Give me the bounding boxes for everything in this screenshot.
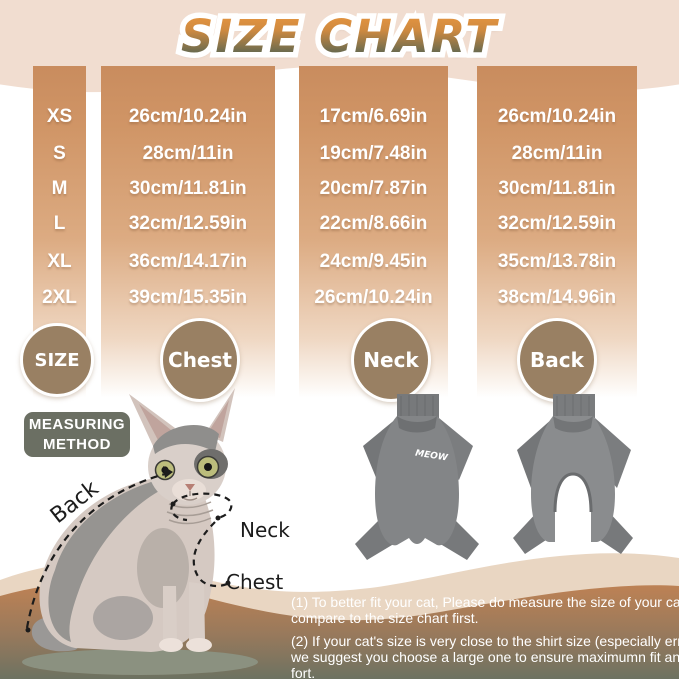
note1-line2: compare to the size chart first.	[291, 610, 479, 626]
page-title-text: SIZE CHART	[0, 10, 679, 63]
neck-value: 26cm/10.24in	[314, 287, 433, 308]
badge-line-2: METHOD	[43, 435, 111, 453]
size-label: XL	[47, 251, 72, 272]
size-label: XS	[46, 106, 73, 127]
size-label: M	[51, 178, 68, 199]
badge-line-1: MEASURING	[28, 415, 126, 433]
neck-value: 20cm/7.87in	[319, 178, 428, 199]
cat-photo-illustration	[25, 388, 235, 652]
garment-back-view	[513, 394, 633, 554]
label-neck: Neck	[240, 518, 290, 542]
column-header-back: Back	[517, 318, 597, 402]
note2-line2: we suggest you choose a large one to ens…	[291, 649, 679, 665]
chest-value: 32cm/12.59in	[128, 213, 248, 234]
back-value: 38cm/14.96in	[497, 287, 617, 308]
column-header-size: SIZE	[20, 323, 94, 397]
garment-front-view: MEOW	[355, 394, 479, 560]
chest-value: 36cm/14.17in	[128, 251, 248, 272]
column-header-neck: Neck	[351, 318, 431, 402]
note1-line1: (1) To better fit your cat, Please do me…	[291, 594, 679, 610]
chest-value: 30cm/11.81in	[129, 178, 247, 199]
cat-shadow	[22, 649, 258, 675]
back-value: 35cm/13.78in	[497, 251, 617, 272]
neck-value: 19cm/7.48in	[319, 143, 428, 164]
neck-value: 22cm/8.66in	[319, 213, 428, 234]
neck-value: 17cm/6.69in	[319, 106, 428, 127]
fitting-notes: (1) To better fit your cat, Please do me…	[291, 594, 679, 679]
measuring-method-badge: MEASURING METHOD	[24, 412, 130, 457]
back-value: 32cm/12.59in	[497, 213, 617, 234]
page-title: SIZE CHART SIZE CHART	[0, 5, 679, 70]
back-value: 28cm/11in	[511, 143, 603, 164]
chest-value: 28cm/11in	[142, 143, 234, 164]
chest-value: 39cm/15.35in	[128, 287, 248, 308]
neck-value: 24cm/9.45in	[319, 251, 428, 272]
note2-line3: fort.	[291, 665, 316, 679]
note2-line1: (2) If your cat's size is very close to …	[291, 633, 679, 649]
back-value: 30cm/11.81in	[498, 178, 616, 199]
page-title-outline: SIZE CHART	[0, 5, 679, 69]
label-chest: Chest	[226, 570, 284, 594]
size-label: 2XL	[42, 287, 77, 308]
chest-value: 26cm/10.24in	[128, 106, 248, 127]
column-header-chest: Chest	[160, 318, 240, 402]
size-label: S	[53, 143, 66, 164]
size-label: L	[53, 213, 66, 234]
back-value: 26cm/10.24in	[497, 106, 617, 127]
